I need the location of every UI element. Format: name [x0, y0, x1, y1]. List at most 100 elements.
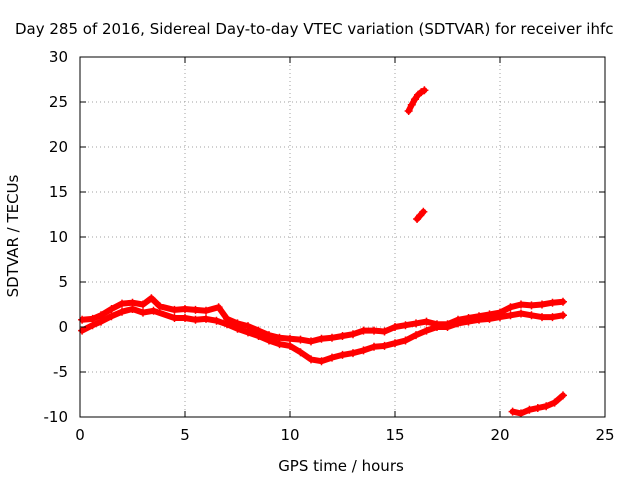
data-point [538, 313, 546, 322]
data-point [422, 317, 431, 326]
data-point [317, 334, 326, 343]
y-tick-label: 30 [49, 48, 68, 66]
y-tick-label: -10 [44, 408, 69, 426]
data-point [128, 305, 137, 313]
data-point [338, 350, 347, 359]
data-point [538, 300, 546, 309]
data-point [328, 333, 336, 342]
data-point [370, 326, 378, 335]
data-point [147, 294, 156, 303]
data-point [191, 305, 200, 314]
data-point [155, 302, 164, 311]
series-tail-negative [508, 391, 567, 418]
data-point [181, 314, 189, 322]
data-point [307, 355, 315, 364]
data-point [475, 315, 483, 324]
data-point [296, 335, 305, 344]
data-point [181, 305, 189, 313]
data-point [118, 307, 126, 316]
data-point [506, 303, 515, 312]
data-point [454, 319, 462, 328]
data-point [139, 308, 147, 317]
data-point [407, 100, 416, 109]
y-tick-label: 0 [58, 318, 68, 336]
data-point [170, 305, 179, 314]
y-tick-label: 5 [58, 273, 68, 291]
data-point [533, 404, 542, 412]
data-point [559, 297, 567, 306]
data-point [443, 323, 452, 331]
data-point [296, 348, 305, 357]
data-point [401, 321, 410, 330]
data-point [525, 405, 534, 414]
data-point [559, 311, 567, 320]
data-point [419, 207, 428, 216]
data-point [420, 86, 429, 95]
data-point [214, 303, 223, 312]
data-point [517, 309, 525, 318]
data-point [202, 314, 210, 323]
data-point [317, 357, 326, 366]
data-point [370, 342, 378, 351]
y-tick-label: 10 [49, 228, 68, 246]
y-axis-label: SDTVAR / TECUs [4, 174, 22, 297]
y-tick-label: 25 [49, 93, 68, 111]
data-point [412, 319, 420, 328]
data-point [559, 391, 567, 400]
data-point [223, 320, 231, 329]
data-point [391, 323, 399, 331]
data-point [170, 314, 179, 322]
data-point [107, 312, 116, 321]
grid-lines [80, 57, 605, 417]
series-spike-short [413, 207, 428, 223]
series-spike-arc [404, 86, 429, 115]
data-point [118, 299, 126, 308]
data-point [97, 317, 105, 326]
data-point [265, 336, 273, 345]
data-point [233, 324, 242, 333]
data-point [410, 95, 419, 104]
x-tick-label: 5 [180, 426, 190, 444]
x-tick-label: 20 [490, 426, 509, 444]
data-point [349, 349, 357, 358]
data-point [202, 306, 210, 315]
data-point [527, 301, 536, 310]
data-point [286, 334, 294, 343]
data-point [107, 305, 116, 313]
x-axis-label: GPS time / hours [278, 457, 404, 475]
data-point [496, 313, 504, 322]
data-marks [78, 86, 567, 418]
series-main-band-lower [78, 305, 567, 366]
data-point [275, 340, 284, 349]
data-point [139, 300, 147, 309]
data-point [338, 332, 347, 340]
data-point [380, 327, 389, 336]
data-point [422, 326, 431, 335]
data-point [508, 407, 517, 416]
data-point [517, 300, 525, 309]
data-point [550, 398, 559, 407]
y-tick-label: 15 [49, 183, 68, 201]
data-point [359, 346, 368, 355]
data-point [412, 331, 420, 340]
y-tick-label: 20 [49, 138, 68, 156]
x-tick-label: 25 [595, 426, 614, 444]
data-point [464, 317, 473, 326]
axis-ticks: 0 5 10 15 20 25 -10 -5 0 5 10 15 20 25 30 [44, 48, 615, 444]
data-point [78, 326, 87, 335]
data-point [286, 341, 294, 350]
data-point [542, 402, 551, 411]
data-point [191, 315, 200, 324]
data-point [433, 323, 441, 331]
data-point [391, 339, 399, 348]
data-point [78, 315, 87, 324]
data-point [485, 314, 494, 323]
data-point [349, 330, 357, 339]
y-tick-label: -5 [53, 363, 68, 381]
data-point [359, 326, 368, 335]
series-trace [79, 306, 566, 365]
chart-title: Day 285 of 2016, Sidereal Day-to-day VTE… [15, 20, 614, 38]
data-point [548, 298, 557, 307]
data-point [506, 311, 515, 320]
